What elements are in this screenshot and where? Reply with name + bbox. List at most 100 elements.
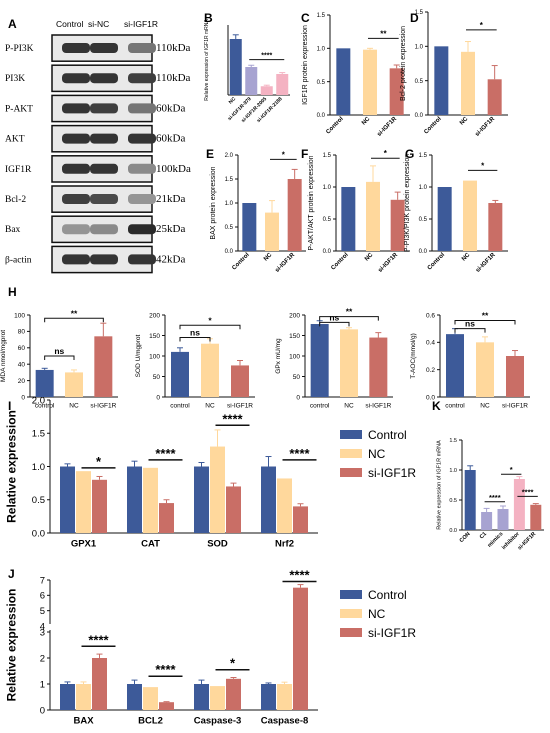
significance-label: **** bbox=[289, 568, 310, 583]
x-tick-label: si-IGF1R bbox=[474, 116, 496, 138]
x-tick-label: Caspase-3 bbox=[194, 716, 242, 727]
y-tick-label: 50 bbox=[153, 374, 161, 381]
y-tick-label: 1 bbox=[40, 679, 45, 690]
blot-lane-label: si-IGF1R bbox=[124, 19, 158, 29]
panel-label-h: H bbox=[8, 285, 17, 299]
bar bbox=[293, 587, 308, 710]
y-axis-title: Relative expression bbox=[5, 410, 19, 523]
blot-band bbox=[90, 103, 118, 114]
bar bbox=[127, 684, 142, 710]
bar bbox=[159, 503, 174, 533]
significance-bracket bbox=[319, 321, 350, 327]
bar bbox=[363, 49, 377, 115]
x-tick-label: si-IGF1R bbox=[475, 252, 497, 274]
bar bbox=[65, 372, 83, 397]
bar bbox=[276, 74, 289, 95]
significance-label: **** bbox=[261, 53, 272, 60]
significance-label: ns bbox=[465, 319, 475, 329]
blot-band bbox=[128, 224, 156, 235]
chart-h3: 0 50 100 150 200 GPx mU/mg control NC si-IGF1R ns… bbox=[275, 307, 393, 410]
legend-j-label-si: si-IGF1R bbox=[368, 626, 416, 640]
y-tick-label: 0.0 bbox=[419, 249, 428, 255]
y-tick-label: 100 bbox=[289, 353, 300, 360]
significance-label: **** bbox=[489, 493, 501, 502]
y-tick-label: 80 bbox=[18, 329, 26, 336]
x-tick-label: si-IGF1R bbox=[274, 252, 296, 274]
x-tick-label: NC bbox=[480, 403, 490, 410]
blot-band bbox=[62, 254, 90, 265]
legend-i: Control NC si-IGF1R bbox=[340, 428, 416, 480]
y-tick-label: 0.0 bbox=[449, 528, 457, 534]
blot-protein-label: PI3K bbox=[5, 74, 25, 84]
significance-label: ** bbox=[482, 310, 489, 320]
bar bbox=[76, 684, 91, 710]
chart-k: 0.0 0.5 1.0 1.5 Relative expression of IGF1R… bbox=[436, 438, 544, 551]
x-tick-label: si-IGF1R bbox=[90, 403, 116, 410]
y-tick-label: 0.5 bbox=[419, 217, 428, 223]
x-tick-label: GPX1 bbox=[71, 539, 97, 550]
bar bbox=[287, 179, 302, 251]
blot-lane-label: si-NC bbox=[88, 19, 109, 29]
y-axis-title: P-AKT/AKT protein expression bbox=[308, 155, 315, 250]
chart-i: 0.0 0.5 1.0 1.5 2.0 Relative expression GPX1 CA… bbox=[5, 395, 318, 550]
significance-label: * bbox=[510, 465, 513, 474]
blot-protein-label: Bcl-2 bbox=[5, 195, 26, 205]
significance-bracket bbox=[319, 316, 379, 321]
blot-protein-label: IGF1R bbox=[5, 165, 32, 175]
y-tick-label: 1.0 bbox=[419, 185, 428, 191]
panel-label-b: B bbox=[204, 11, 213, 25]
bar bbox=[481, 512, 493, 530]
x-tick-label: control bbox=[170, 403, 190, 410]
panel-label-g: G bbox=[405, 147, 414, 161]
bar bbox=[476, 342, 494, 397]
y-tick-label: 0.5 bbox=[449, 498, 457, 504]
significance-label: * bbox=[96, 454, 102, 469]
x-tick-label: SOD bbox=[207, 539, 228, 550]
y-tick-label: 2.0 bbox=[225, 153, 234, 159]
bar bbox=[277, 684, 292, 710]
y-tick-label: 150 bbox=[149, 333, 160, 340]
y-tick-label: 4 bbox=[40, 621, 45, 632]
axis-break-gap bbox=[47, 624, 53, 630]
x-tick-label: Caspase-8 bbox=[261, 716, 309, 727]
y-tick-label: 200 bbox=[289, 312, 300, 319]
y-tick-label: 0 bbox=[156, 394, 160, 401]
legend-j-label-control: Control bbox=[368, 588, 407, 602]
bar bbox=[277, 478, 292, 533]
bar bbox=[76, 471, 91, 533]
y-tick-label: 60 bbox=[18, 345, 26, 352]
significance-bracket bbox=[44, 355, 75, 360]
blot-lane-label: Control bbox=[56, 19, 84, 29]
bar bbox=[437, 187, 452, 251]
significance-label: * bbox=[480, 21, 484, 30]
blot-weight-label: 110kDa bbox=[156, 42, 191, 54]
y-tick-label: 2.0 bbox=[32, 395, 45, 406]
y-tick-label: 0.0 bbox=[225, 249, 234, 255]
x-tick-label: control bbox=[310, 403, 330, 410]
x-tick-label: NC bbox=[263, 252, 274, 263]
blot-protein-label: P-PI3K bbox=[5, 44, 34, 54]
y-tick-label: 0.0 bbox=[32, 528, 45, 539]
bar bbox=[210, 686, 225, 710]
y-tick-label: 3 bbox=[40, 627, 45, 638]
bar bbox=[506, 356, 524, 397]
y-axis-title: Relative expression bbox=[5, 589, 19, 702]
significance-bracket bbox=[454, 319, 516, 325]
blot-band bbox=[90, 133, 118, 144]
y-tick-label: 0 bbox=[40, 705, 45, 716]
y-tick-label: 0.0 bbox=[317, 113, 326, 119]
blot-band bbox=[128, 73, 156, 84]
y-tick-label: 2 bbox=[40, 653, 45, 664]
chart-f: 0.0 0.5 1.0 1.5 P-AKT/AKT protein expression… bbox=[308, 149, 410, 274]
x-tick-label: Nrf2 bbox=[275, 539, 294, 550]
y-tick-label: 0.6 bbox=[426, 312, 435, 319]
y-tick-label: 0.5 bbox=[32, 495, 45, 506]
x-tick-label: CON bbox=[459, 531, 472, 544]
legend-i-swatch-control bbox=[340, 430, 362, 439]
blot-band bbox=[90, 73, 118, 84]
x-tick-label: C1 bbox=[479, 531, 488, 540]
bar bbox=[497, 509, 509, 530]
bar bbox=[293, 506, 308, 533]
blot-protein-label: β-actin bbox=[5, 255, 32, 265]
significance-label: **** bbox=[88, 632, 109, 647]
